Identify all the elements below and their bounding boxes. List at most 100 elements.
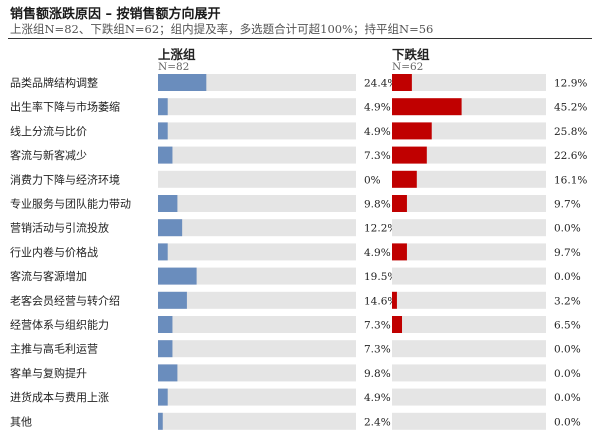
value-label-up: 12.2% bbox=[364, 223, 397, 235]
bar-down bbox=[392, 146, 427, 164]
bar-track-up bbox=[158, 122, 356, 140]
bar-track-down bbox=[392, 388, 546, 406]
category-label: 品类品牌结构调整 bbox=[10, 76, 98, 90]
category-label: 行业内卷与价格战 bbox=[10, 245, 98, 259]
bar-track-up bbox=[158, 388, 356, 406]
value-label-up: 9.8% bbox=[364, 199, 391, 211]
value-label-down: 9.7% bbox=[554, 199, 581, 211]
bar-up bbox=[158, 412, 163, 430]
bar-up bbox=[158, 195, 178, 212]
bar-track-down bbox=[392, 219, 546, 237]
bar-track-up bbox=[158, 98, 356, 116]
bar-track-up bbox=[158, 340, 356, 358]
bar-up bbox=[158, 316, 173, 333]
value-label-up: 19.5% bbox=[364, 271, 397, 283]
bar-up bbox=[158, 364, 178, 382]
value-label-down: 22.6% bbox=[554, 150, 587, 162]
value-label-up: 0% bbox=[364, 174, 381, 186]
bar-track-up bbox=[158, 170, 356, 188]
bar-down bbox=[392, 122, 432, 140]
bar-track-up bbox=[158, 267, 356, 285]
bar-track-up bbox=[158, 74, 356, 91]
value-label-down: 45.2% bbox=[554, 102, 587, 114]
bar-down bbox=[392, 195, 407, 212]
value-label-up: 24.4% bbox=[364, 78, 397, 90]
bar-down bbox=[392, 98, 462, 116]
value-label-up: 4.9% bbox=[364, 392, 391, 404]
panel-title-up: 上涨组 bbox=[158, 47, 196, 62]
value-label-up: 4.9% bbox=[364, 102, 391, 114]
bar-down bbox=[392, 170, 417, 188]
bar-down bbox=[392, 316, 403, 333]
bar-track-up bbox=[158, 219, 356, 237]
value-label-down: 6.5% bbox=[554, 320, 581, 332]
category-label: 主推与高毛利运营 bbox=[10, 342, 98, 356]
value-label-down: 16.1% bbox=[554, 174, 587, 186]
bar-track-down bbox=[392, 316, 546, 333]
bar-up bbox=[158, 243, 168, 261]
bar-up bbox=[158, 291, 187, 309]
bar-up bbox=[158, 340, 173, 358]
value-label-up: 2.4% bbox=[364, 416, 391, 428]
panel-n-down: N=62 bbox=[392, 61, 424, 73]
value-label-up: 4.9% bbox=[364, 126, 391, 138]
bar-up bbox=[158, 267, 197, 285]
bar-track-up bbox=[158, 243, 356, 261]
bar-track-up bbox=[158, 316, 356, 333]
category-label: 老客会员经营与转介绍 bbox=[10, 293, 120, 307]
bar-track-down bbox=[392, 195, 546, 212]
category-label: 出生率下降与市场萎缩 bbox=[10, 100, 120, 114]
value-label-down: 25.8% bbox=[554, 126, 587, 138]
category-label: 客单与复购提升 bbox=[10, 366, 87, 380]
bar-up bbox=[158, 146, 173, 164]
bar-down bbox=[392, 243, 407, 261]
bar-up bbox=[158, 219, 183, 237]
chart-subtitle: 上涨组N=82、下跌组N=62；组内提及率，多选题合计可超100%；持平组N=5… bbox=[10, 22, 434, 36]
bar-up bbox=[158, 98, 168, 116]
category-label: 客流与客源增加 bbox=[10, 269, 87, 283]
panel-title-down: 下跌组 bbox=[392, 47, 430, 62]
bar-track-down bbox=[392, 412, 546, 430]
bar-track-down bbox=[392, 291, 546, 309]
category-label: 消费力下降与经济环境 bbox=[10, 172, 120, 186]
title-rule bbox=[8, 38, 592, 39]
bar-track-up bbox=[158, 291, 356, 309]
category-label: 其他 bbox=[10, 415, 32, 428]
bar-track-up bbox=[158, 412, 356, 430]
value-label-down: 0.0% bbox=[554, 368, 581, 380]
bar-down bbox=[392, 74, 412, 91]
panel-n-up: N=82 bbox=[158, 61, 190, 73]
bar-track-down bbox=[392, 74, 546, 91]
value-label-up: 7.3% bbox=[364, 150, 391, 162]
bar-track-down bbox=[392, 170, 546, 188]
category-label: 线上分流与比价 bbox=[10, 124, 87, 138]
bar-up bbox=[158, 388, 168, 406]
value-label-down: 0.0% bbox=[554, 344, 581, 356]
category-label: 进货成本与费用上涨 bbox=[10, 390, 109, 404]
chart-title: 销售额涨跌原因 – 按销售额方向展开 bbox=[10, 7, 221, 22]
value-label-up: 7.3% bbox=[364, 320, 391, 332]
bar-track-up bbox=[158, 195, 356, 212]
value-label-up: 14.6% bbox=[364, 295, 397, 307]
bar-track-down bbox=[392, 340, 546, 358]
value-label-up: 7.3% bbox=[364, 344, 391, 356]
category-label: 专业服务与团队能力带动 bbox=[10, 197, 131, 211]
bar-up bbox=[158, 74, 207, 91]
bar-down bbox=[392, 291, 397, 309]
value-label-up: 4.9% bbox=[364, 247, 391, 259]
value-label-down: 9.7% bbox=[554, 247, 581, 259]
value-label-down: 3.2% bbox=[554, 295, 581, 307]
bar-up bbox=[158, 122, 168, 140]
value-label-down: 0.0% bbox=[554, 223, 581, 235]
value-label-down: 0.0% bbox=[554, 271, 581, 283]
bar-track-down bbox=[392, 146, 546, 164]
bar-track-down bbox=[392, 267, 546, 285]
value-label-down: 0.0% bbox=[554, 416, 581, 428]
category-label: 客流与新客减少 bbox=[10, 148, 87, 162]
category-label: 经营体系与组织能力 bbox=[10, 318, 109, 332]
bar-track-up bbox=[158, 146, 356, 164]
bar-track-up bbox=[158, 364, 356, 382]
bar-track-down bbox=[392, 243, 546, 261]
value-label-down: 0.0% bbox=[554, 392, 581, 404]
